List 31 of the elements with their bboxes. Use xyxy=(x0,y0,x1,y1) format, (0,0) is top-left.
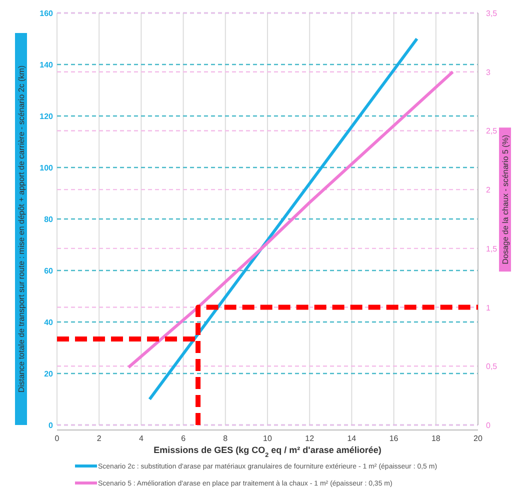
x-tick-label: 6 xyxy=(181,434,186,443)
x-axis-title: Emissions de GES (kg CO$_{2}$ eq / m² d'arase améliorée) xyxy=(154,445,382,458)
y-tick-label: 160 xyxy=(40,9,54,18)
y-tick-label: 120 xyxy=(40,112,54,121)
y2-tick-label: 3 xyxy=(486,68,491,77)
x-tick-label: 0 xyxy=(54,434,60,443)
y-tick-label: 20 xyxy=(44,370,54,378)
y2-tick-label: 2,5 xyxy=(486,126,498,136)
x-tick-label: 14 xyxy=(347,434,357,443)
y2-axis-title: Dosage de la chaux - scénario 5 (%) xyxy=(501,134,510,264)
y2-tick-label: 2 xyxy=(486,186,491,195)
x-tick-label: 10 xyxy=(263,434,272,443)
x-tick-label: 2 xyxy=(96,434,102,443)
y2-tick-label: 1 xyxy=(486,303,491,312)
x-tick-label: 16 xyxy=(389,434,399,443)
y-tick-label: 0 xyxy=(48,421,54,430)
y-tick-label: 40 xyxy=(44,318,54,327)
y2-tick-label: 1,5 xyxy=(486,244,498,254)
y-tick-label: 140 xyxy=(40,60,54,70)
x-tick-label: 20 xyxy=(474,434,483,443)
x-tick-label: 8 xyxy=(223,434,228,443)
x-tick-label: 4 xyxy=(138,434,144,443)
y-tick-label: 60 xyxy=(44,266,54,276)
y-axis-title: Distance totale de transport sur route : mise en dépôt + apport de carrière - scénario 2c (km) xyxy=(17,65,26,393)
y-tick-label: 80 xyxy=(44,215,54,224)
y2-tick-label: 0 xyxy=(486,421,491,430)
y2-tick-label: 0,5 xyxy=(486,362,498,372)
x-tick-label: 18 xyxy=(431,434,441,443)
y2-tick-label: 3,5 xyxy=(486,9,498,18)
y-tick-label: 100 xyxy=(40,164,54,172)
x-tick-label: 12 xyxy=(305,434,315,443)
